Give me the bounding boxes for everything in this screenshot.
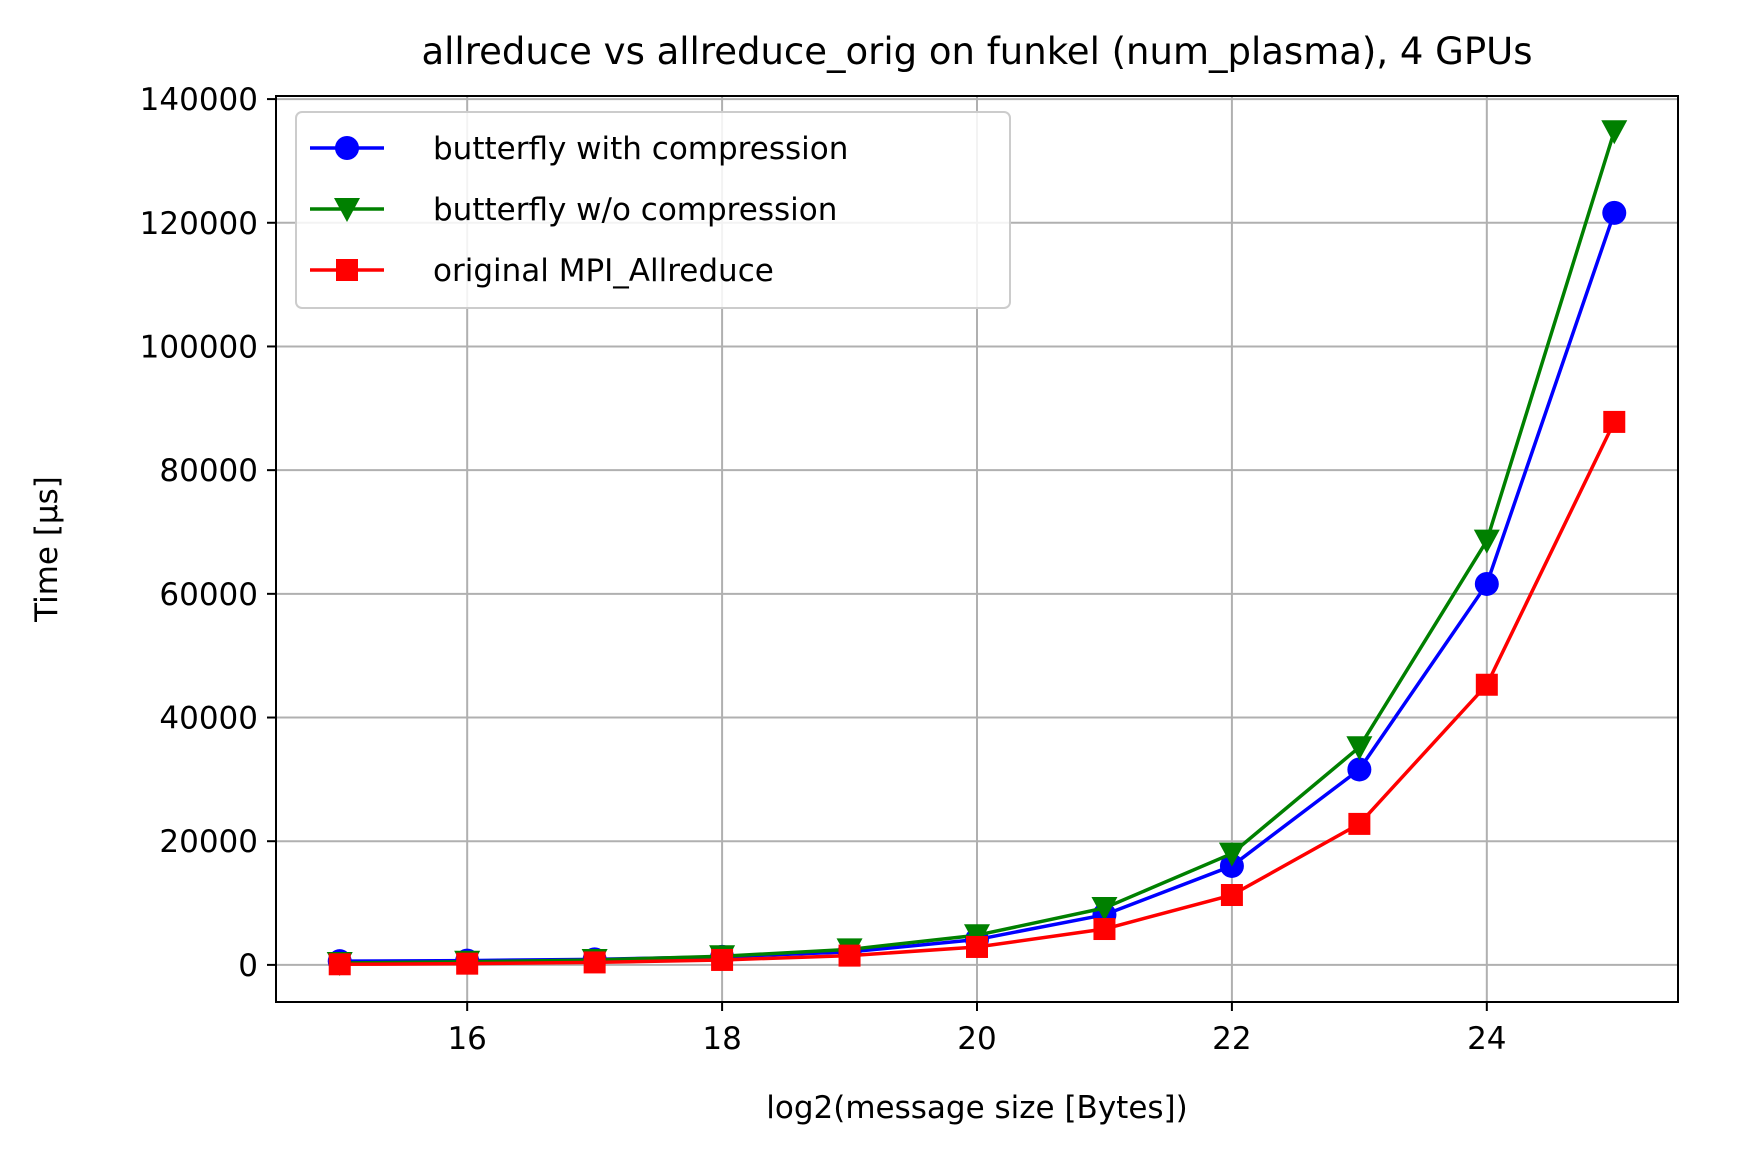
- y-tick-label: 120000: [140, 206, 258, 242]
- data-point: [1347, 757, 1372, 782]
- data-point: [1474, 571, 1499, 596]
- data-point: [711, 948, 734, 971]
- legend-marker: [334, 198, 360, 222]
- data-point: [456, 952, 479, 975]
- x-tick-label: 24: [1467, 1021, 1506, 1057]
- y-tick-label: 20000: [159, 824, 258, 860]
- legend-item: butterfly with compression: [310, 131, 848, 167]
- y-axis-label: Time [µs]: [29, 476, 65, 623]
- x-tick-label: 18: [702, 1021, 741, 1057]
- series-3: [328, 410, 1626, 976]
- legend-box: [295, 111, 1011, 309]
- legend-label: butterfly w/o compression: [433, 192, 837, 228]
- legend-marker: [336, 259, 358, 281]
- legend-label: original MPI_Allreduce: [433, 253, 774, 289]
- x-tick-label: 20: [957, 1021, 996, 1057]
- data-point: [1091, 896, 1118, 921]
- data-point: [1348, 812, 1371, 835]
- x-axis-label: log2(message size [Bytes]): [766, 1090, 1187, 1126]
- series-layer: [326, 120, 1628, 977]
- x-tick-label: 16: [447, 1021, 486, 1057]
- data-point: [1473, 529, 1500, 554]
- x-tick-label: 22: [1212, 1021, 1251, 1057]
- y-tick-label: 60000: [159, 577, 258, 613]
- data-point: [838, 944, 861, 967]
- legend-item: original MPI_Allreduce: [310, 253, 774, 289]
- y-tick-label: 100000: [140, 329, 258, 365]
- data-point: [583, 951, 606, 974]
- y-tick-label: 0: [238, 948, 258, 984]
- data-point: [1093, 918, 1116, 941]
- y-tick-label: 140000: [140, 82, 258, 118]
- chart-title: allreduce vs allreduce_orig on funkel (n…: [421, 30, 1532, 73]
- legend-label: butterfly with compression: [433, 131, 848, 167]
- y-tick-label: 80000: [159, 453, 258, 489]
- legend-item: butterfly w/o compression: [310, 192, 837, 228]
- data-point: [1475, 673, 1498, 696]
- axis-ticks: 16 18 20 22 24 0 20000 40000 60000 80000 100000 120…: [140, 82, 1507, 1057]
- data-point: [1220, 884, 1243, 907]
- data-point: [966, 935, 988, 958]
- legend: butterfly with compression butterfly w/o …: [295, 111, 1011, 309]
- legend-marker: [335, 136, 359, 160]
- data-point: [1603, 410, 1626, 433]
- data-point: [1346, 736, 1373, 761]
- data-point: [1218, 842, 1245, 867]
- data-point: [328, 953, 351, 976]
- data-point: [1602, 200, 1627, 225]
- y-tick-label: 40000: [159, 701, 258, 737]
- data-point: [1601, 120, 1628, 145]
